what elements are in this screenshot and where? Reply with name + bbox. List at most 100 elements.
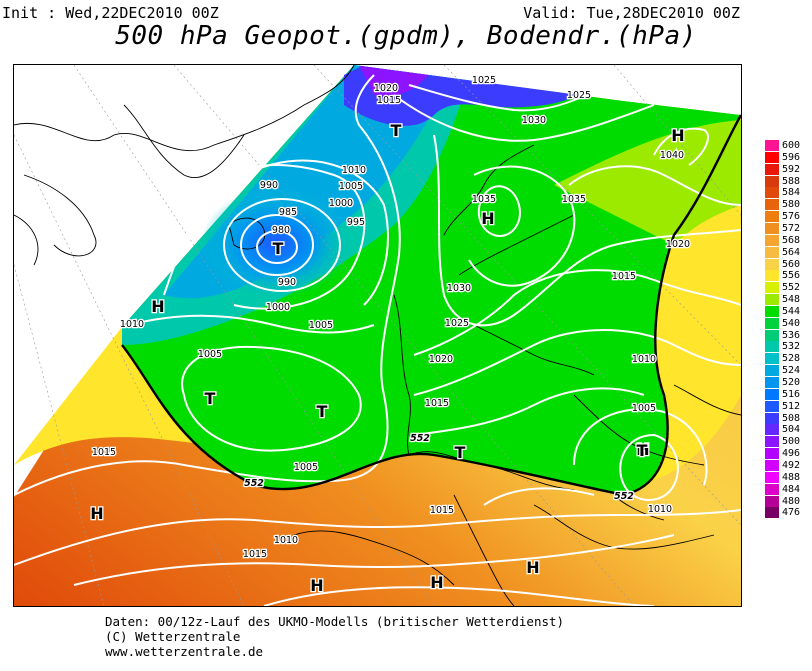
legend-label: 592 [782, 163, 801, 175]
isobar-label: 985 [279, 207, 297, 218]
geopotential-label: 552 [614, 491, 634, 502]
legend-swatch [765, 199, 779, 211]
legend-label: 500 [782, 436, 801, 448]
legend-swatch [765, 270, 779, 282]
legend-entry: 540 [765, 317, 812, 329]
legend-swatch [765, 400, 779, 412]
isobar-label: 1000 [329, 198, 353, 209]
isobar-label: 1005 [198, 349, 222, 360]
legend-swatch [765, 140, 779, 151]
legend-entry: 556 [765, 270, 812, 282]
isobar-label: 1000 [266, 302, 290, 313]
isobar-label: 980 [272, 225, 290, 236]
isobar-label: 1015 [243, 549, 267, 560]
init-time: Init : Wed,22DEC2010 00Z [2, 4, 219, 22]
legend-label: 580 [782, 199, 801, 211]
footer-data-source: Daten: 00/12z-Lauf des UKMO-Modells (bri… [105, 614, 565, 629]
isobar-label: 1010 [648, 504, 672, 515]
isobar-label: 1035 [472, 194, 496, 205]
legend-entry: 524 [765, 365, 812, 377]
legend-entry: 572 [765, 222, 812, 234]
isobar-label: 1040 [660, 150, 684, 161]
high-pressure-marker: H [430, 573, 443, 592]
legend-label: 540 [782, 317, 801, 329]
legend-swatch [765, 282, 779, 294]
low-pressure-marker: T [391, 121, 402, 140]
legend-swatch [765, 175, 779, 187]
isobars [14, 74, 741, 606]
legend-swatch [765, 246, 779, 258]
high-pressure-marker: H [310, 576, 323, 595]
legend-entry: 584 [765, 187, 812, 199]
legend-swatch [765, 507, 779, 519]
legend-entry: 548 [765, 294, 812, 306]
legend-label: 492 [782, 459, 801, 471]
legend-label: 536 [782, 329, 801, 341]
legend-entry: 536 [765, 329, 812, 341]
legend-swatch [765, 222, 779, 234]
legend-swatch [765, 211, 779, 223]
legend-swatch [765, 483, 779, 495]
high-pressure-marker: H [526, 558, 539, 577]
legend-label: 496 [782, 448, 801, 460]
legend-entry: 504 [765, 424, 812, 436]
geopotential-label: 552 [244, 478, 264, 489]
legend-swatch [765, 234, 779, 246]
low-pressure-marker: T [317, 402, 328, 421]
isobar-label: 1020 [374, 83, 398, 94]
high-pressure-marker: H [151, 297, 164, 316]
isobar-label: 1030 [522, 115, 546, 126]
legend-label: 600 [782, 140, 801, 151]
isobar-label: 1015 [425, 398, 449, 409]
isobar-label: 1015 [377, 95, 401, 106]
geopotential-552-line [121, 114, 741, 497]
legend-swatch [765, 353, 779, 365]
legend-label: 564 [782, 246, 801, 258]
legend-label: 488 [782, 471, 801, 483]
isobar-label: 1005 [632, 403, 656, 414]
legend-entry: 520 [765, 377, 812, 388]
low-pressure-marker: T [273, 239, 284, 258]
legend-entry: 488 [765, 471, 812, 483]
isobar-label: 995 [347, 217, 365, 228]
legend-entry: 500 [765, 436, 812, 448]
legend-swatch [765, 329, 779, 341]
legend-entry: 600 [765, 140, 812, 151]
legend-entry: 532 [765, 341, 812, 353]
legend-swatch [765, 294, 779, 306]
low-pressure-marker: T [205, 389, 216, 408]
isobar-label: 1025 [472, 75, 496, 86]
legend-label: 552 [782, 282, 801, 294]
legend-swatch [765, 305, 779, 317]
legend-label: 532 [782, 341, 801, 353]
legend-entry: 496 [765, 448, 812, 460]
legend-label: 504 [782, 424, 801, 436]
weather-map: 1025 1020 1015 1025 1030 1010 990 1005 1000 995 98… [13, 64, 742, 607]
legend-label: 568 [782, 234, 801, 246]
legend-label: 544 [782, 305, 801, 317]
legend-label: 588 [782, 175, 801, 187]
isobar-label: 1005 [294, 462, 318, 473]
legend-swatch [765, 258, 779, 270]
isobar-label: 1035 [562, 194, 586, 205]
legend-swatch [765, 459, 779, 471]
legend-label: 512 [782, 400, 801, 412]
legend-entry: 580 [765, 199, 812, 211]
light-green-region [554, 120, 741, 245]
legend-entry: 484 [765, 483, 812, 495]
legend-label: 480 [782, 495, 801, 507]
legend-entry: 512 [765, 400, 812, 412]
legend-swatch [765, 412, 779, 424]
legend-entry: 592 [765, 163, 812, 175]
legend-label: 572 [782, 222, 801, 234]
isobar-label: 1010 [632, 354, 656, 365]
coastlines [14, 65, 741, 606]
legend-swatch [765, 424, 779, 436]
legend-entry: 476 [765, 507, 812, 519]
legend-swatch [765, 471, 779, 483]
legend-label: 528 [782, 353, 801, 365]
legend-label: 484 [782, 483, 801, 495]
isobar-label: 1005 [309, 320, 333, 331]
isobar-label: 1010 [274, 535, 298, 546]
